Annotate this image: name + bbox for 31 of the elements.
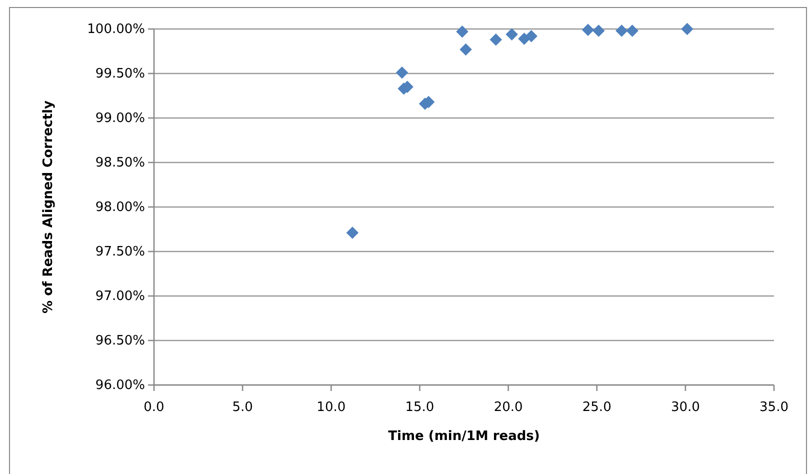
- point: [582, 24, 594, 36]
- y-tick-label: 99.00%: [95, 111, 145, 126]
- point: [490, 34, 502, 46]
- point: [592, 24, 605, 37]
- point: [460, 43, 472, 56]
- x-tick-label: 20.0: [494, 400, 523, 415]
- y-axis-title: % of Reads Aligned Correctly: [41, 100, 56, 314]
- y-tick-label: 96.50%: [95, 334, 145, 349]
- point: [681, 22, 694, 36]
- x-tick-label: 10.0: [316, 400, 346, 415]
- y-tick-label: 98.50%: [95, 156, 145, 171]
- y-tick-label: 100.00%: [87, 22, 145, 38]
- x-tick-label: 15.0: [405, 400, 434, 415]
- point: [616, 24, 628, 37]
- y-tick-label: 97.00%: [95, 289, 145, 304]
- y-tick-label: 97.50%: [95, 244, 145, 260]
- x-tick-label: 0.0: [144, 400, 164, 415]
- point: [346, 226, 359, 239]
- y-tick-label: 98.00%: [95, 200, 145, 216]
- x-tick-label: 5.0: [232, 400, 253, 415]
- point: [506, 28, 518, 40]
- x-tick-label: 35.0: [760, 400, 788, 415]
- x-tick-label: 30.0: [670, 400, 700, 415]
- point: [456, 26, 468, 38]
- point: [396, 66, 408, 79]
- x-tick-label: 25.0: [582, 400, 612, 415]
- x-axis-title: Time (min/1M reads): [388, 429, 540, 444]
- y-tick-label: 99.50%: [95, 66, 145, 82]
- point: [626, 24, 638, 37]
- point: [525, 30, 538, 42]
- y-tick-label: 96.00%: [95, 378, 145, 394]
